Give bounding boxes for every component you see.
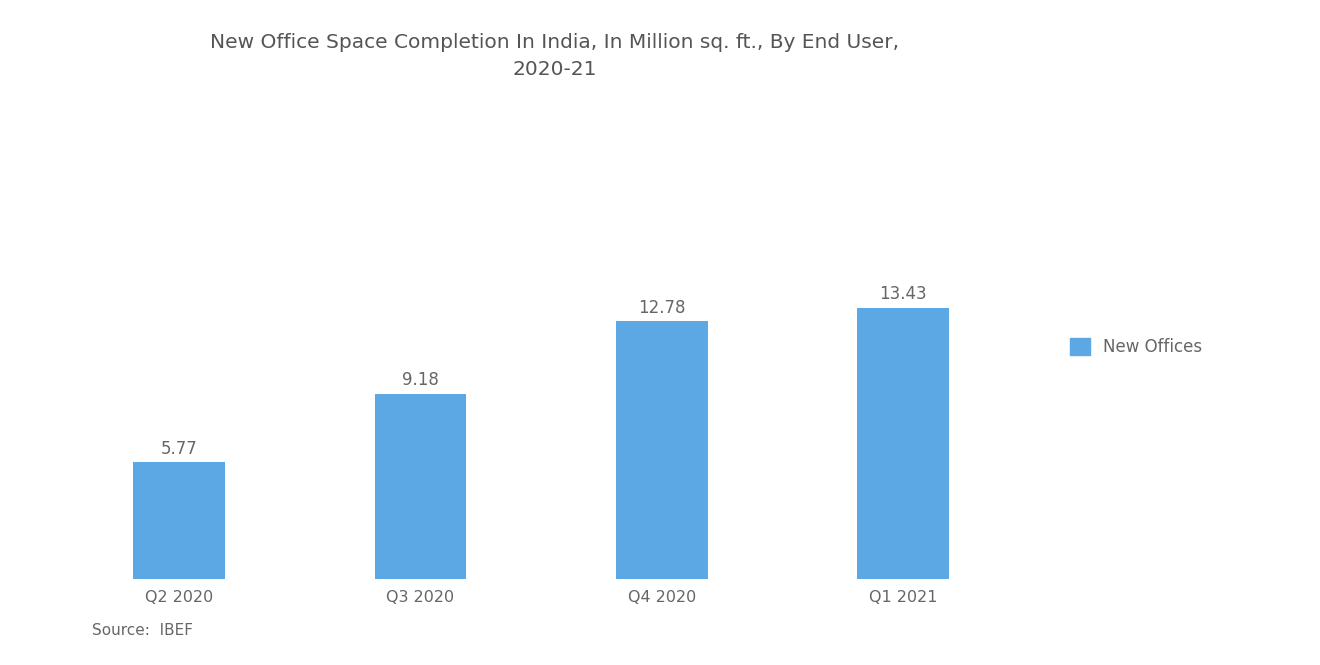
Text: 9.18: 9.18 bbox=[403, 371, 440, 389]
Text: New Office Space Completion In India, In Million sq. ft., By End User,
2020-21: New Office Space Completion In India, In… bbox=[210, 33, 899, 78]
Bar bbox=[133, 462, 224, 579]
Text: Source:  IBEF: Source: IBEF bbox=[92, 623, 194, 638]
Text: 5.77: 5.77 bbox=[161, 440, 198, 458]
Legend: New Offices: New Offices bbox=[1071, 338, 1203, 356]
Bar bbox=[858, 308, 949, 579]
Bar bbox=[375, 394, 466, 579]
Text: 13.43: 13.43 bbox=[879, 285, 927, 303]
Text: 12.78: 12.78 bbox=[638, 299, 685, 317]
Bar bbox=[616, 321, 708, 579]
